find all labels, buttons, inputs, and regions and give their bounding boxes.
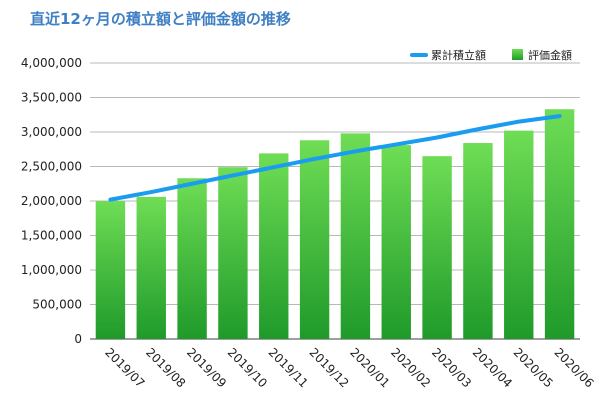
bar-2020-01 [340, 133, 371, 339]
bar-2019-11 [259, 153, 289, 339]
y-tick-label: 4,000,000 [21, 56, 82, 70]
x-tick-label: 2019/10 [225, 345, 270, 390]
bar-2019-08 [136, 196, 166, 339]
x-tick-label: 2020/06 [551, 345, 596, 390]
bar-2020-02 [381, 145, 411, 339]
bar-2020-04 [463, 143, 493, 339]
x-tick-label: 2020/04 [470, 345, 515, 390]
y-tick-label: 3,000,000 [21, 125, 82, 139]
bar-layer [95, 109, 575, 339]
x-tick-label: 2019/12 [306, 345, 351, 390]
x-tick-label: 2019/09 [184, 345, 229, 390]
x-tick-label: 2020/03 [429, 345, 474, 390]
y-tick-label: 3,500,000 [21, 91, 82, 105]
bar-2020-06 [544, 109, 575, 339]
bar-2019-07 [95, 201, 126, 339]
x-tick-label: 2019/07 [102, 345, 147, 390]
x-tick-label: 2020/02 [388, 345, 433, 390]
bar-2019-12 [299, 140, 330, 339]
legend-label-valuation: 評価金額 [528, 48, 572, 62]
legend-label-cumulative: 累計積立額 [431, 48, 486, 62]
x-tick-label: 2019/11 [266, 345, 311, 390]
x-tick-label: 2019/08 [143, 345, 188, 390]
bar-2019-09 [177, 178, 207, 339]
x-tick-label: 2020/01 [347, 345, 392, 390]
bar-2020-03 [422, 156, 452, 339]
y-tick-label: 1,000,000 [21, 263, 82, 277]
legend-bar-swatch [512, 49, 523, 60]
grid-layer [90, 62, 580, 340]
y-tick-label: 2,000,000 [21, 194, 82, 208]
bar-2020-05 [504, 130, 534, 339]
y-tick-label: 2,500,000 [21, 160, 82, 174]
bar-2019-10 [218, 167, 248, 339]
series-line-cumulative [108, 114, 562, 202]
y-tick-label: 500,000 [32, 298, 82, 312]
chart-title: 直近12ヶ月の積立額と評価金額の推移 [30, 10, 291, 28]
y-tick-label: 1,500,000 [21, 229, 82, 243]
x-tick-label: 2020/05 [511, 345, 556, 390]
line-layer [108, 114, 562, 202]
legend: 累計積立額 評価金額 [410, 48, 572, 62]
y-tick-label: 0 [74, 332, 82, 346]
